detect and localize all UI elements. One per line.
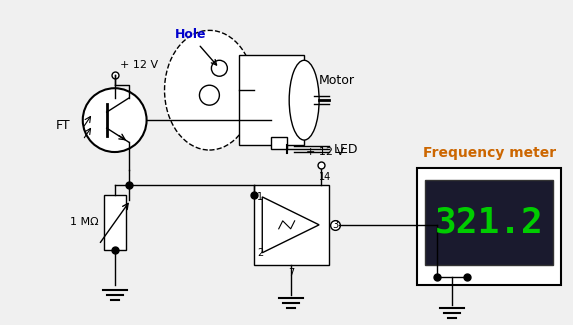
Text: Motor: Motor [319,74,355,87]
Text: Frequency meter: Frequency meter [422,146,556,160]
Text: 7: 7 [288,268,295,278]
Text: 1 MΩ: 1 MΩ [70,217,99,227]
Text: + 12 V: + 12 V [306,147,344,157]
Text: LED: LED [334,143,359,156]
Text: + 12 V: + 12 V [120,60,158,70]
Text: 321.2: 321.2 [435,205,544,239]
Circle shape [211,60,227,76]
Text: 3: 3 [332,220,338,230]
Text: FT: FT [56,119,71,132]
Text: 14: 14 [319,172,331,182]
Bar [425,180,554,265]
Ellipse shape [289,60,319,140]
Circle shape [83,88,147,152]
Text: 1: 1 [257,192,264,202]
Bar [417,168,562,285]
Bar [254,185,329,265]
Text: Hole: Hole [175,28,217,65]
Bar [240,55,304,145]
Ellipse shape [164,30,254,150]
Circle shape [199,85,219,105]
Text: 2: 2 [257,248,264,258]
Bar [104,195,125,250]
Bar [271,137,287,149]
